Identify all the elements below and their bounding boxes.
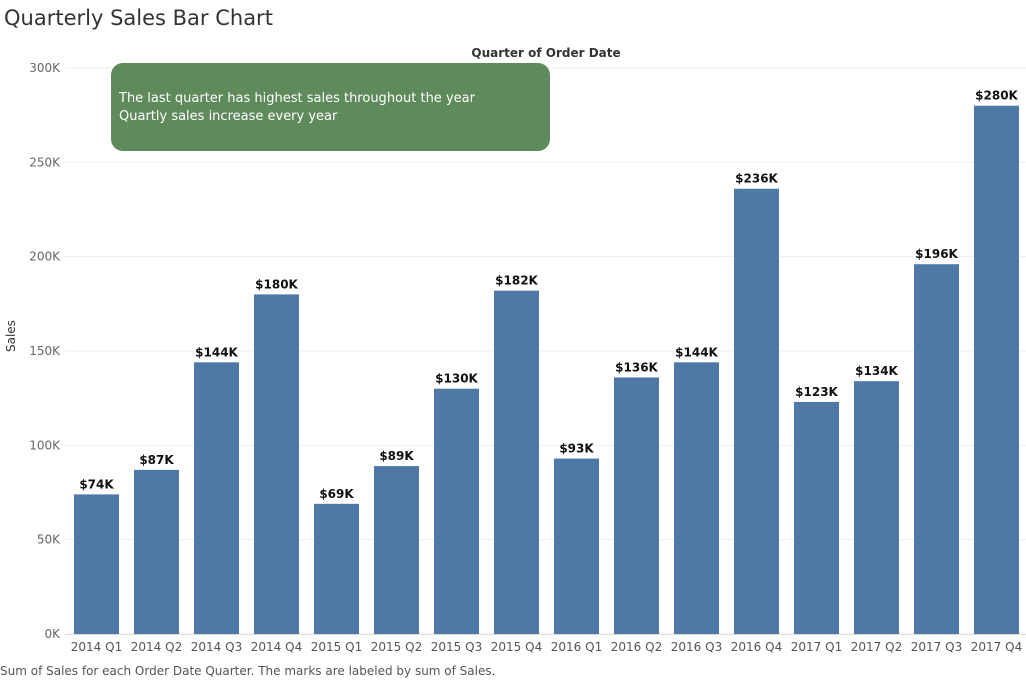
bar: [554, 458, 599, 634]
data-label: $144K: [195, 345, 238, 359]
x-tick-label: 2016 Q2: [611, 640, 662, 654]
data-label: $144K: [675, 345, 718, 359]
chart-caption: Sum of Sales for each Order Date Quarter…: [0, 664, 496, 678]
bar: [914, 264, 959, 634]
x-tick-label: 2015 Q1: [311, 640, 362, 654]
bar: [614, 377, 659, 634]
data-label: $180K: [255, 277, 298, 291]
x-tick-label: 2015 Q4: [491, 640, 542, 654]
data-label: $134K: [855, 364, 898, 378]
data-label: $196K: [915, 247, 958, 261]
data-label: $136K: [615, 360, 658, 374]
bar: [74, 494, 119, 634]
y-tick-label: 0K: [44, 627, 61, 641]
bar: [734, 188, 779, 634]
bar: [674, 362, 719, 634]
y-tick-label: 200K: [29, 250, 61, 264]
data-label: $236K: [735, 172, 778, 186]
annotation-line-1: The last quarter has highest sales throu…: [119, 91, 475, 106]
data-label: $93K: [559, 442, 594, 456]
x-tick-label: 2015 Q3: [431, 640, 482, 654]
data-label: $182K: [495, 274, 538, 288]
y-tick-label: 250K: [29, 155, 61, 169]
x-tick-label: 2014 Q4: [251, 640, 302, 654]
y-tick-label: 50K: [37, 533, 61, 547]
bar: [854, 381, 899, 634]
column-header: Quarter of Order Date: [471, 46, 621, 60]
bar: [194, 362, 239, 634]
x-tick-label: 2014 Q1: [71, 640, 122, 654]
data-label: $74K: [79, 477, 114, 491]
bar: [434, 388, 479, 634]
chart-title: Quarterly Sales Bar Chart: [4, 6, 273, 30]
y-tick-label: 100K: [29, 438, 61, 452]
x-tick-label: 2017 Q3: [911, 640, 962, 654]
bar: [974, 105, 1019, 634]
data-label: $87K: [139, 453, 174, 467]
annotation-box: The last quarter has highest sales throu…: [111, 63, 550, 151]
x-tick-label: 2017 Q2: [851, 640, 902, 654]
bar: [134, 469, 179, 634]
x-tick-label: 2014 Q3: [191, 640, 242, 654]
y-tick-label: 150K: [29, 344, 61, 358]
x-tick-label: 2016 Q4: [731, 640, 782, 654]
bar: [494, 290, 539, 634]
bar: [254, 294, 299, 634]
bar: [374, 466, 419, 634]
y-tick-label: 300K: [29, 61, 61, 75]
x-tick-label: 2017 Q4: [971, 640, 1022, 654]
x-tick-label: 2014 Q2: [131, 640, 182, 654]
data-label: $69K: [319, 487, 354, 501]
bar: [794, 401, 839, 634]
data-label: $130K: [435, 372, 478, 386]
data-label: $280K: [975, 89, 1018, 103]
annotation-line-2: Quartly sales increase every year: [119, 109, 338, 124]
x-tick-label: 2017 Q1: [791, 640, 842, 654]
x-tick-label: 2016 Q3: [671, 640, 722, 654]
x-tick-label: 2016 Q1: [551, 640, 602, 654]
x-tick-label: 2015 Q2: [371, 640, 422, 654]
data-label: $89K: [379, 449, 414, 463]
bar: [314, 503, 359, 634]
data-label: $123K: [795, 385, 838, 399]
